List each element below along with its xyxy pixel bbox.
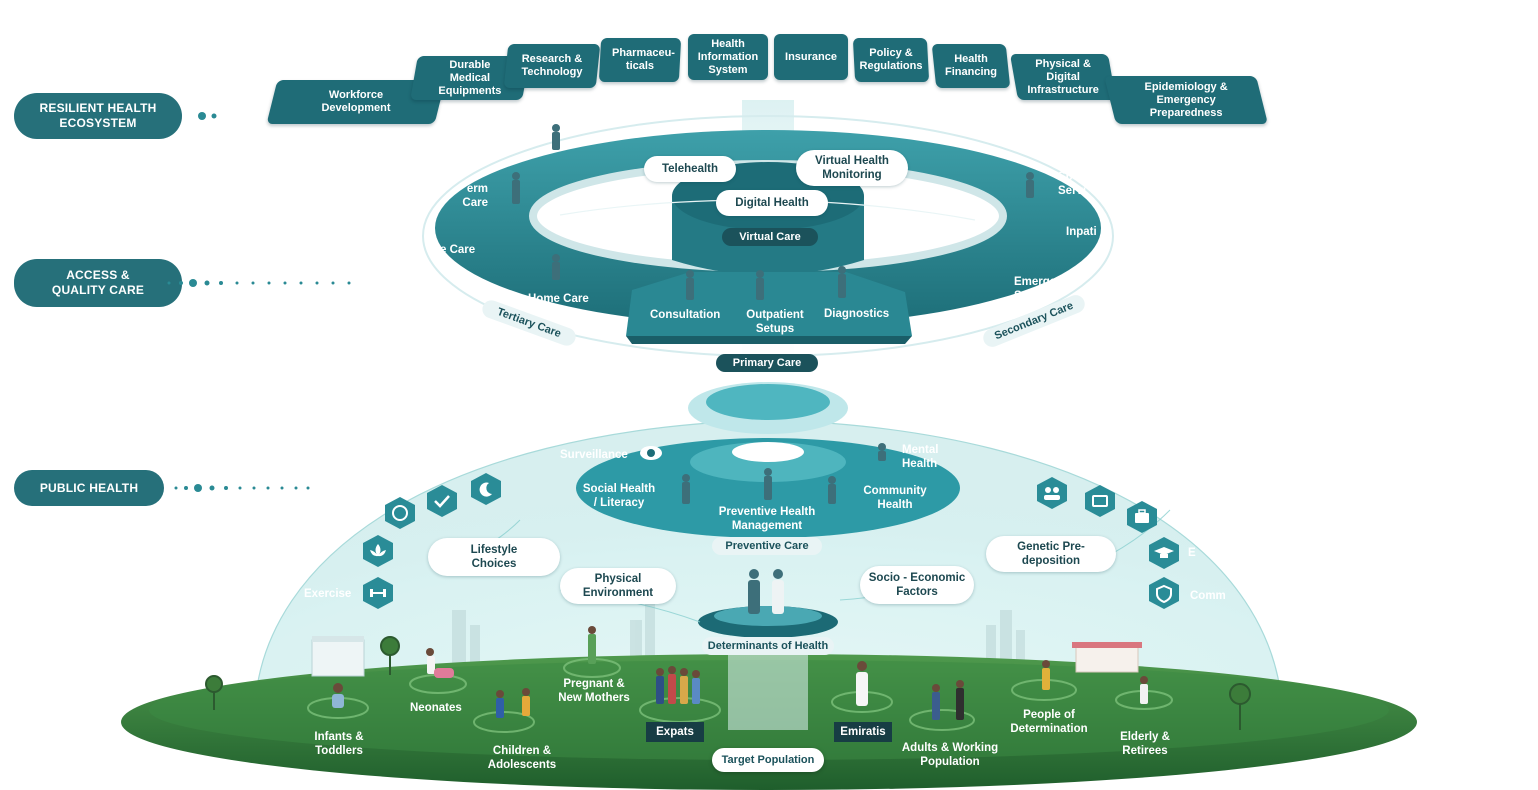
mental-health-label: Mental Health: [902, 444, 939, 470]
label-text: Telehealth: [661, 163, 719, 175]
label-text: Lifestyle Choices: [470, 544, 518, 570]
primary-care-tag: Primary Care: [716, 354, 818, 372]
preventive-care-tag: Preventive Care: [712, 537, 822, 555]
population-expats: Expats: [646, 722, 704, 742]
layer-resilient-health-ecosystem: RESILIENT HEALTH ECOSYSTEM: [14, 93, 182, 139]
home-care-label: Home Care: [528, 293, 589, 305]
e-care-label: e Care: [440, 244, 476, 256]
diet-icon: [385, 497, 415, 529]
check-icon: [427, 485, 457, 517]
long-term-care-label: erm Care: [462, 183, 488, 209]
layer-access-quality-care: ACCESS & QUALITY CARE: [14, 259, 182, 307]
tile-policy-regulations: Policy & Regulations: [852, 38, 930, 82]
population-elderly-retirees: Elderly & Retirees: [1120, 731, 1170, 757]
tile-health-financing: Health Financing: [931, 44, 1011, 88]
label-text: Socio - Economic Factors: [868, 572, 966, 598]
layer-public-health: PUBLIC HEALTH: [14, 470, 164, 506]
population-neonates: Neonates: [410, 702, 462, 714]
tile-label: Insurance: [785, 50, 837, 63]
eye-icon: [640, 446, 662, 460]
social-health-literacy-label: Social Health / Literacy: [582, 483, 656, 509]
target-population-tag: Target Population: [712, 748, 824, 772]
inpatient-label: Inpati: [1066, 226, 1097, 238]
telehealth-label: Telehealth: [644, 156, 736, 182]
preventive-health-management-label: Preventive Health Management: [718, 506, 816, 532]
layer-label: ACCESS & QUALITY CARE: [51, 268, 145, 297]
physical-environment-bubble: Physical Environment: [560, 568, 676, 604]
specialized-services-label: Sp Servi: [1058, 171, 1087, 197]
genetic-predeposition-bubble: Genetic Pre-deposition: [986, 536, 1116, 572]
tile-insurance: Insurance: [774, 34, 848, 80]
tile-health-information-system: Health Information System: [688, 34, 768, 80]
tile-label: Workforce Development: [321, 89, 391, 114]
population-infants-toddlers: Infants & Toddlers: [314, 731, 364, 757]
tile-label: Policy & Regulations: [859, 47, 923, 72]
label-text: Genetic Pre-deposition: [1017, 541, 1085, 567]
consultation-label: Consultation: [650, 309, 721, 321]
briefcase-icon: [1127, 501, 1157, 533]
tile-physical-digital-infrastructure: Physical & Digital Infrastructure: [1009, 54, 1117, 100]
right-fragment-comm: Comm: [1190, 590, 1226, 602]
tile-label: Health Information System: [697, 37, 759, 76]
tile-label: Pharmaceu-ticals: [612, 47, 675, 72]
digital-health-label: Digital Health: [716, 190, 828, 216]
layer-dots: [167, 279, 351, 287]
left-fragment-ity: ity: [312, 551, 326, 563]
population-pregnant-new-mothers: Pregnant & New Mothers: [558, 678, 630, 704]
left-fragment-exercise: Exercise: [304, 588, 352, 600]
population-emiratis: Emiratis: [834, 722, 892, 742]
sleep-icon: [471, 473, 501, 505]
label-text: Virtual Health Monitoring: [815, 155, 889, 181]
tile-label: Durable Medical Equipments: [438, 58, 502, 97]
tile-label: Health Financing: [945, 53, 997, 78]
layer-dots: [198, 112, 217, 120]
tile-epidemiology-emergency-preparedness: Epidemiology & Emergency Preparedness: [1104, 76, 1268, 124]
right-fragment-e: E: [1188, 547, 1196, 559]
population-people-of-determination: People of Determination: [1010, 709, 1088, 735]
socio-economic-factors-bubble: Socio - Economic Factors: [860, 566, 974, 604]
layer-dots: [174, 484, 310, 492]
dumbbell-icon: [363, 577, 393, 609]
graduation-icon: [1149, 537, 1179, 569]
population-children-adolescents: Children & Adolescents: [487, 745, 557, 771]
determinants-of-health-tag: Determinants of Health: [702, 637, 834, 655]
tile-pharmaceuticals: Pharmaceu-ticals: [598, 38, 682, 82]
people-icon: [1037, 477, 1067, 509]
outpatient-setups-label: Outpatient Setups: [746, 309, 804, 335]
shield-icon: [1149, 577, 1179, 609]
tile-label: Epidemiology & Emergency Preparedness: [1144, 80, 1228, 119]
diagnostics-label: Diagnostics: [824, 308, 890, 320]
label-text: Physical Environment: [582, 573, 654, 599]
lotus-icon: [363, 535, 393, 567]
layer-label: RESILIENT HEALTH ECOSYSTEM: [39, 101, 157, 130]
tile-label: Physical & Digital Infrastructure: [1027, 57, 1099, 96]
virtual-care-tag: Virtual Care: [722, 228, 818, 246]
layer-label: PUBLIC HEALTH: [39, 480, 139, 495]
tile-research-technology: Research & Technology: [503, 44, 601, 88]
tv-icon: [1085, 485, 1115, 517]
virtual-health-monitoring-label: Virtual Health Monitoring: [796, 150, 908, 186]
surveillance-label: Surveillance: [560, 449, 628, 461]
tile-label: Research & Technology: [521, 53, 583, 78]
lifestyle-choices-bubble: Lifestyle Choices: [428, 538, 560, 576]
label-text: Digital Health: [735, 197, 809, 209]
emergency-services-label: Emergenc Servic: [1014, 276, 1070, 302]
population-adults-working: Adults & Working Population: [901, 742, 999, 768]
community-health-label: Community Health: [863, 485, 927, 511]
